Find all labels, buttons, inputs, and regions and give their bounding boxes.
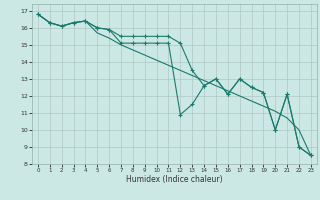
X-axis label: Humidex (Indice chaleur): Humidex (Indice chaleur) xyxy=(126,175,223,184)
